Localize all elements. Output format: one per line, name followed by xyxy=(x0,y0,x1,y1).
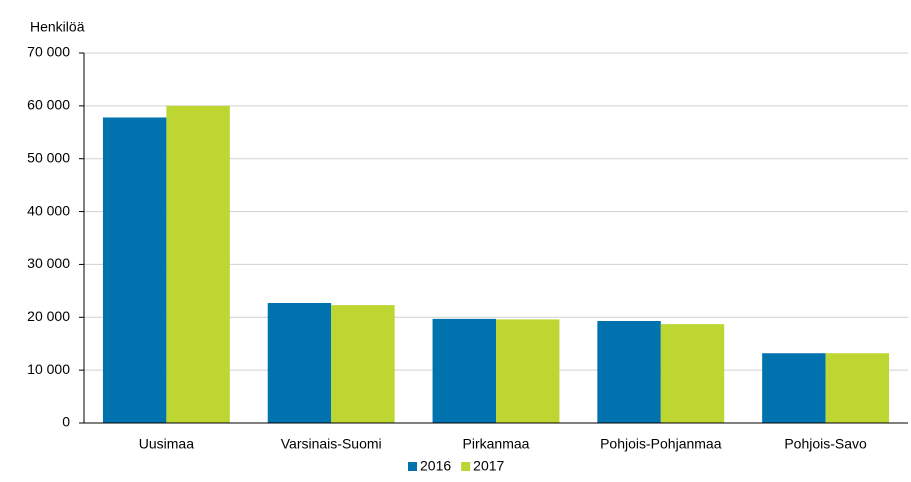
legend-label: 2017 xyxy=(473,458,504,474)
bar xyxy=(660,324,725,423)
y-tick-label: 70 000 xyxy=(27,44,70,60)
legend-label: 2016 xyxy=(420,458,451,474)
y-tick-label: 30 000 xyxy=(27,255,70,271)
legend-swatch xyxy=(461,462,471,471)
y-tick-label: 40 000 xyxy=(27,202,70,218)
bar xyxy=(166,105,230,423)
bar xyxy=(102,117,167,423)
y-tick-label: 50 000 xyxy=(27,149,70,165)
x-tick-label: Pirkanmaa xyxy=(463,436,530,452)
bar xyxy=(825,353,890,423)
bar xyxy=(762,353,826,423)
x-tick-label: Pohjois-Pohjanmaa xyxy=(600,436,722,452)
bar xyxy=(496,319,560,423)
y-axis-title: Henkilöä xyxy=(30,19,85,35)
bar xyxy=(432,318,496,423)
bar xyxy=(267,303,332,423)
legend-swatch xyxy=(408,462,417,471)
x-tick-label: Varsinais-Suomi xyxy=(281,436,382,452)
x-tick-label: Pohjois-Savo xyxy=(784,436,867,452)
y-tick-label: 60 000 xyxy=(27,97,70,113)
bar xyxy=(597,320,661,423)
x-tick-label: Uusimaa xyxy=(139,436,194,452)
y-tick-label: 20 000 xyxy=(27,308,70,324)
y-tick-label: 0 xyxy=(62,414,70,430)
y-tick-label: 10 000 xyxy=(27,361,70,377)
bar xyxy=(331,305,395,423)
